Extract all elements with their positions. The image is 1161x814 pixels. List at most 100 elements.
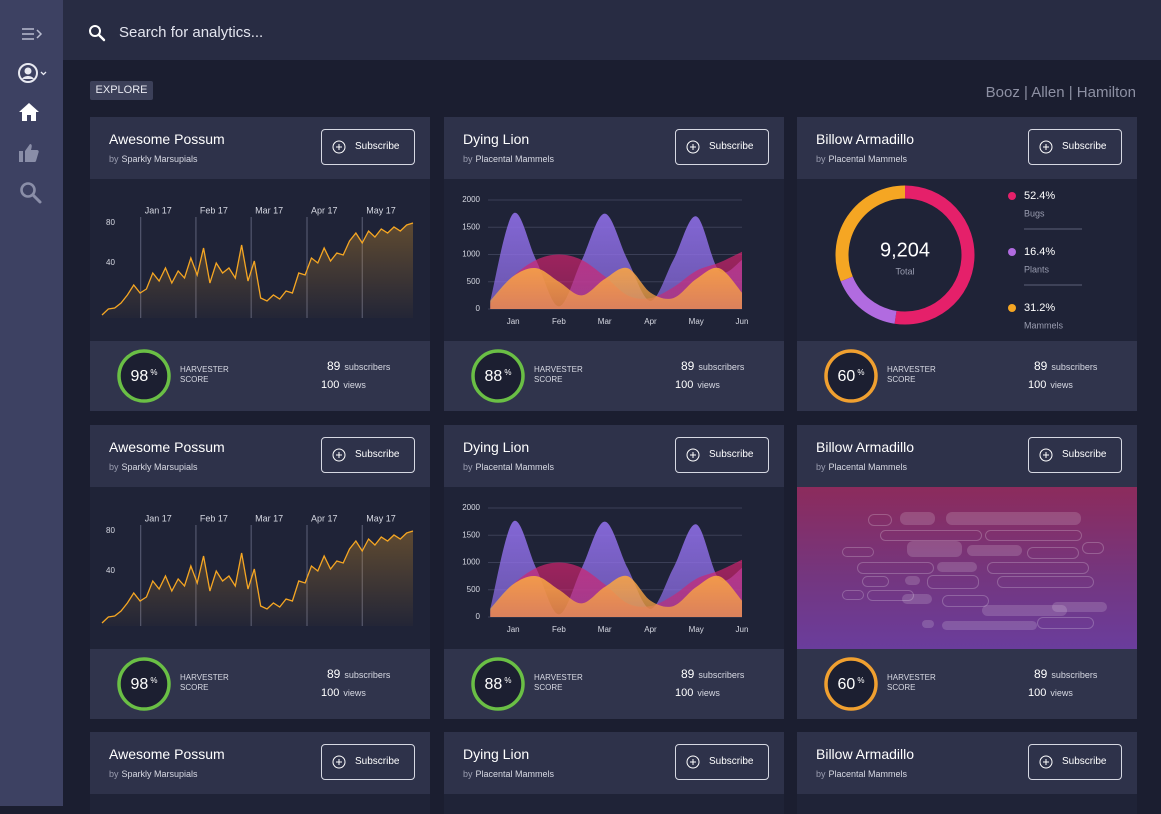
card: Billow Armadillo by Placental Mammels Subsc…: [797, 117, 1137, 411]
plus-icon: [686, 448, 700, 462]
score-ring: 98%: [117, 657, 171, 711]
search-nav-icon[interactable]: [19, 181, 43, 205]
score-label-line: HARVESTER: [534, 673, 583, 682]
ring: [117, 349, 171, 403]
plus: [690, 759, 696, 765]
plus-circle: [1039, 140, 1053, 154]
views-label: views: [1050, 380, 1073, 390]
pill: [902, 594, 932, 604]
x-tick-label: Apr 17: [311, 513, 338, 523]
views-label: views: [343, 688, 366, 698]
pill: [1037, 617, 1094, 629]
card: Billow Armadillo by Placental Mammels Subsc…: [797, 425, 1137, 719]
chart-area: [90, 794, 430, 814]
subscribers-label: subscribers: [1051, 670, 1098, 680]
search-input[interactable]: Search for analytics...: [119, 24, 264, 41]
subscribers-count: 89: [327, 667, 341, 681]
plus-icon: [332, 448, 346, 462]
plus-icon: [332, 755, 346, 769]
byline: by Placental Mammels: [463, 462, 554, 472]
by-word: by: [816, 154, 826, 164]
button-label: Subscribe: [1062, 449, 1107, 460]
legend-value: 52.4%: [1024, 190, 1055, 202]
byline: by Placental Mammels: [816, 769, 907, 779]
subscribers-label: subscribers: [698, 362, 745, 372]
author: Placental Mammels: [828, 154, 908, 164]
pill: [862, 576, 889, 587]
subscribers-label: subscribers: [344, 362, 391, 372]
score-value: 60: [838, 676, 856, 693]
y-tick-label: 2000: [462, 195, 480, 204]
author: Sparkly Marsupials: [121, 154, 198, 164]
plus-circle: [1039, 755, 1053, 769]
views-count: 100: [675, 379, 694, 391]
subscribe-button[interactable]: Subscribe: [1028, 129, 1122, 165]
user-icon[interactable]: [17, 62, 47, 84]
subscribers-label: subscribers: [344, 670, 391, 680]
author: Placental Mammels: [828, 462, 908, 472]
plus-icon: [686, 140, 700, 154]
menu-icon[interactable]: [20, 26, 44, 42]
brand: Booz | Allen | Hamilton: [985, 84, 1136, 101]
by-word: by: [463, 462, 473, 472]
button-label: Subscribe: [1062, 756, 1107, 767]
pill: [867, 590, 914, 601]
x-tick-label: Jan 17: [145, 513, 172, 523]
score-label-line: SCORE: [180, 683, 209, 692]
score-label-line: SCORE: [887, 375, 916, 384]
chart-area: 52.4% Bugs 16.4% Plants 31.2% Mammels 9,204 Tot…: [797, 179, 1137, 341]
subscribers-count: 89: [1034, 359, 1048, 373]
chart: 0 500 1000 1500 2000 Jan Feb Mar Apr May Jun: [462, 503, 748, 634]
chart-area: Jan 17 Feb 17 Mar 17 Apr 17 May 17 40 80: [90, 487, 430, 649]
subscribers: 89 subscribers: [327, 667, 390, 681]
author: Placental Mammels: [828, 769, 908, 779]
home-icon[interactable]: [18, 101, 40, 123]
plus-circle: [686, 755, 700, 769]
subscribe-button[interactable]: Subscribe: [1028, 437, 1122, 473]
subscribers-count: 89: [681, 667, 695, 681]
plus: [336, 452, 342, 458]
donut-segment: [840, 276, 897, 324]
explore-badge[interactable]: EXPLORE: [90, 81, 153, 100]
subscribe-button[interactable]: Subscribe: [321, 129, 415, 165]
y-tick-label: 40: [106, 566, 115, 575]
x-tick-label: Mar 17: [255, 513, 283, 523]
x-tick-label: Apr: [644, 317, 657, 326]
chart: 0 500 1000 1500 2000 Jan Feb Mar Apr May Jun: [462, 195, 748, 326]
score: 60%: [838, 676, 865, 693]
legend-dot: [1008, 304, 1016, 312]
ring: [471, 349, 525, 403]
legend-value: 31.2%: [1024, 302, 1055, 314]
card-header: Awesome Possum by Sparkly Marsupials Subscr…: [90, 425, 430, 487]
score-label: HARVESTER SCORE: [180, 673, 229, 693]
y-tick-label: 1000: [462, 558, 480, 567]
pill: [900, 512, 935, 525]
card: Dying Lion by Placental Mammels Subscribe 0 5…: [444, 117, 784, 411]
subscribe-button[interactable]: Subscribe: [675, 744, 769, 780]
subscribers: 89 subscribers: [681, 359, 744, 373]
subscribe-button[interactable]: Subscribe: [1028, 744, 1122, 780]
y-tick-label: 0: [476, 304, 481, 313]
ring: [117, 657, 171, 711]
views-count: 100: [675, 687, 694, 699]
score-ring: 88%: [471, 349, 525, 403]
score-label-line: SCORE: [534, 683, 563, 692]
ring: [471, 657, 525, 711]
pill: [927, 575, 979, 589]
views: 100 views: [321, 687, 366, 699]
by-word: by: [109, 154, 119, 164]
score-label-line: HARVESTER: [534, 365, 583, 374]
score-value: 88: [485, 368, 503, 385]
subscribe-button[interactable]: Subscribe: [675, 437, 769, 473]
subscribe-button[interactable]: Subscribe: [321, 437, 415, 473]
subscribers: 89 subscribers: [327, 359, 390, 373]
subscribe-button[interactable]: Subscribe: [675, 129, 769, 165]
plus: [1043, 452, 1049, 458]
chart: 52.4% Bugs 16.4% Plants 31.2% Mammels 9,204 Tot…: [835, 185, 1082, 330]
pill: [842, 590, 864, 600]
like-icon[interactable]: [18, 142, 40, 164]
views-label: views: [697, 380, 720, 390]
legend-dot: [1008, 192, 1016, 200]
subscribe-button[interactable]: Subscribe: [321, 744, 415, 780]
card-footer: 98% HARVESTER SCORE 89 subscribers 100 views: [90, 649, 430, 719]
